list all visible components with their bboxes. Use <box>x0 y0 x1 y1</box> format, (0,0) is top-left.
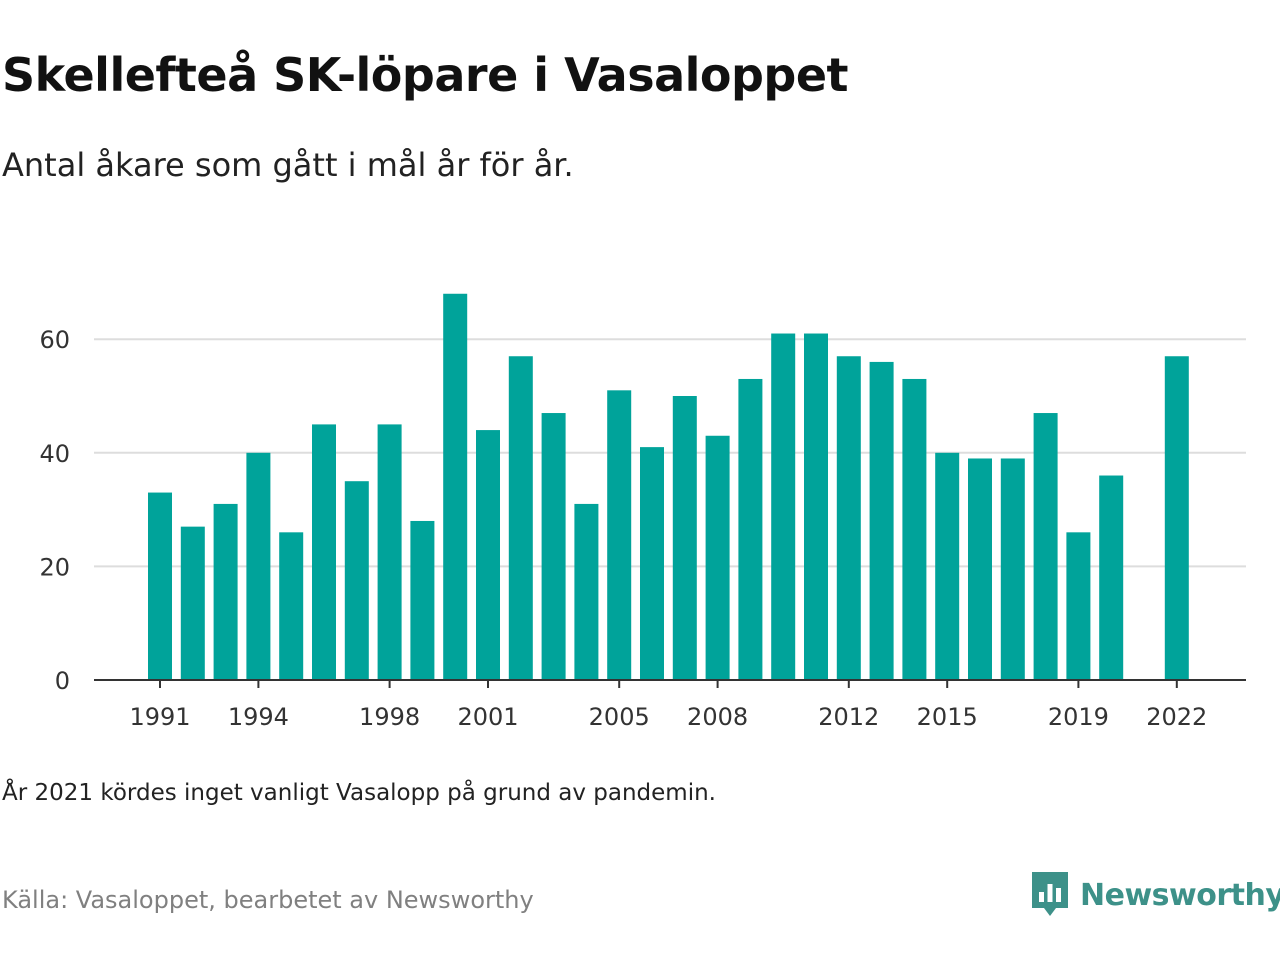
bar-1997 <box>344 481 369 680</box>
bar-2000 <box>443 293 468 680</box>
x-tick-label: 1991 <box>129 703 190 731</box>
y-tick-label: 0 <box>55 667 70 695</box>
x-tick-label: 2001 <box>457 703 518 731</box>
bar-2016 <box>968 458 992 680</box>
bar-2019 <box>1066 532 1091 680</box>
bar-2001 <box>476 430 500 680</box>
newsworthy-logo[interactable]: Newsworthy <box>1030 870 1280 920</box>
x-tick-label: 2019 <box>1048 703 1109 731</box>
bar-1998 <box>377 424 402 680</box>
bar-2007 <box>672 396 697 680</box>
bar-2004 <box>574 503 599 680</box>
bar-2022 <box>1164 356 1189 680</box>
bar-2003 <box>541 413 566 680</box>
x-tick-label: 2012 <box>818 703 879 731</box>
chart-footnote: År 2021 kördes inget vanligt Vasalopp på… <box>2 780 716 806</box>
bar-2002 <box>508 356 533 680</box>
y-tick-label: 40 <box>39 440 70 468</box>
axes: 0 20 40 60 1991 1994 1998 2001 2005 2008 2012 2015 2… <box>39 326 1246 731</box>
bar-1995 <box>279 532 304 680</box>
bar-2006 <box>640 447 664 680</box>
newsworthy-logo-icon <box>1032 872 1068 916</box>
bars <box>148 293 1189 680</box>
bar-2017 <box>1000 458 1025 680</box>
chart-title: Skellefteå SK-löpare i Vasaloppet <box>2 48 849 102</box>
x-tick-label: 2022 <box>1146 703 1207 731</box>
bar-2005 <box>607 390 632 680</box>
bar-1994 <box>246 452 271 680</box>
x-tick-label: 2005 <box>589 703 650 731</box>
bar-1999 <box>410 520 435 680</box>
bar-1993 <box>213 503 238 680</box>
chart-source: Källa: Vasaloppet, bearbetet av Newswort… <box>2 886 534 914</box>
logo-text: Newsworthy <box>1080 877 1280 913</box>
bar-2009 <box>738 378 763 680</box>
chart-subtitle: Antal åkare som gått i mål år för år. <box>2 146 574 184</box>
bar-2018 <box>1033 413 1058 680</box>
x-tick-label: 1998 <box>359 703 420 731</box>
bar-2008 <box>705 435 730 680</box>
bar-2014 <box>902 378 927 680</box>
bar-1992 <box>180 526 205 680</box>
x-tick-label: 2008 <box>687 703 748 731</box>
bar-2013 <box>869 361 894 680</box>
bar-2015 <box>935 452 960 680</box>
y-tick-label: 20 <box>39 553 70 581</box>
bar-1991 <box>148 492 172 680</box>
bar-1996 <box>312 424 336 680</box>
bar-2012 <box>836 356 861 680</box>
y-tick-label: 60 <box>39 326 70 354</box>
bar-2011 <box>804 333 828 680</box>
x-tick-label: 2015 <box>917 703 978 731</box>
bar-chart: 0 20 40 60 1991 1994 1998 2001 2005 2008 2012 2015 2… <box>39 293 1246 731</box>
x-tick-label: 1994 <box>228 703 289 731</box>
bar-2020 <box>1099 475 1124 680</box>
bar-2010 <box>771 333 796 680</box>
